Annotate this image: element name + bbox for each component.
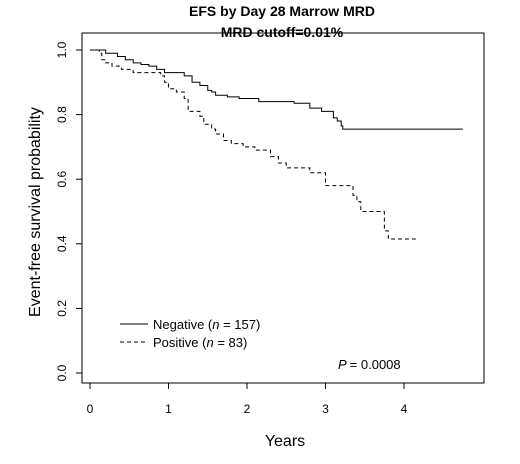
x-axis-label: Years: [265, 433, 305, 450]
y-tick-label: 1.0: [55, 41, 69, 58]
y-tick-label: 0.6: [55, 171, 69, 188]
x-tick-label: 4: [401, 402, 408, 416]
legend-label-positive: Positive (n = 83): [153, 335, 247, 350]
y-axis-label: Event-free survival probability: [27, 107, 44, 317]
plot-frame: [81, 32, 485, 384]
x-axis: 0 1 2 3 4: [87, 383, 408, 416]
x-tick-label: 2: [244, 402, 251, 416]
x-tick-label: 3: [322, 402, 329, 416]
y-tick-label: 0.2: [55, 300, 69, 317]
y-tick-label: 0.4: [55, 235, 69, 252]
y-tick-label: 0.0: [55, 364, 69, 381]
y-axis: 0.0 0.2 0.4 0.6 0.8 1.0: [55, 41, 82, 381]
series-group: [90, 49, 463, 240]
chart-title: EFS by Day 28 Marrow MRD: [189, 3, 375, 19]
series-line-positive: [90, 49, 416, 240]
chart-subtitle: MRD cutoff=0.01%: [221, 24, 344, 40]
x-tick-label: 1: [165, 402, 172, 416]
series-line-negative: [90, 49, 463, 130]
legend: Negative (n = 157) Positive (n = 83): [120, 317, 260, 350]
y-tick-label: 0.8: [55, 106, 69, 123]
x-tick-label: 0: [87, 402, 94, 416]
legend-label-negative: Negative (n = 157): [153, 317, 260, 332]
p-value-annotation: P = 0.0008: [338, 357, 401, 372]
